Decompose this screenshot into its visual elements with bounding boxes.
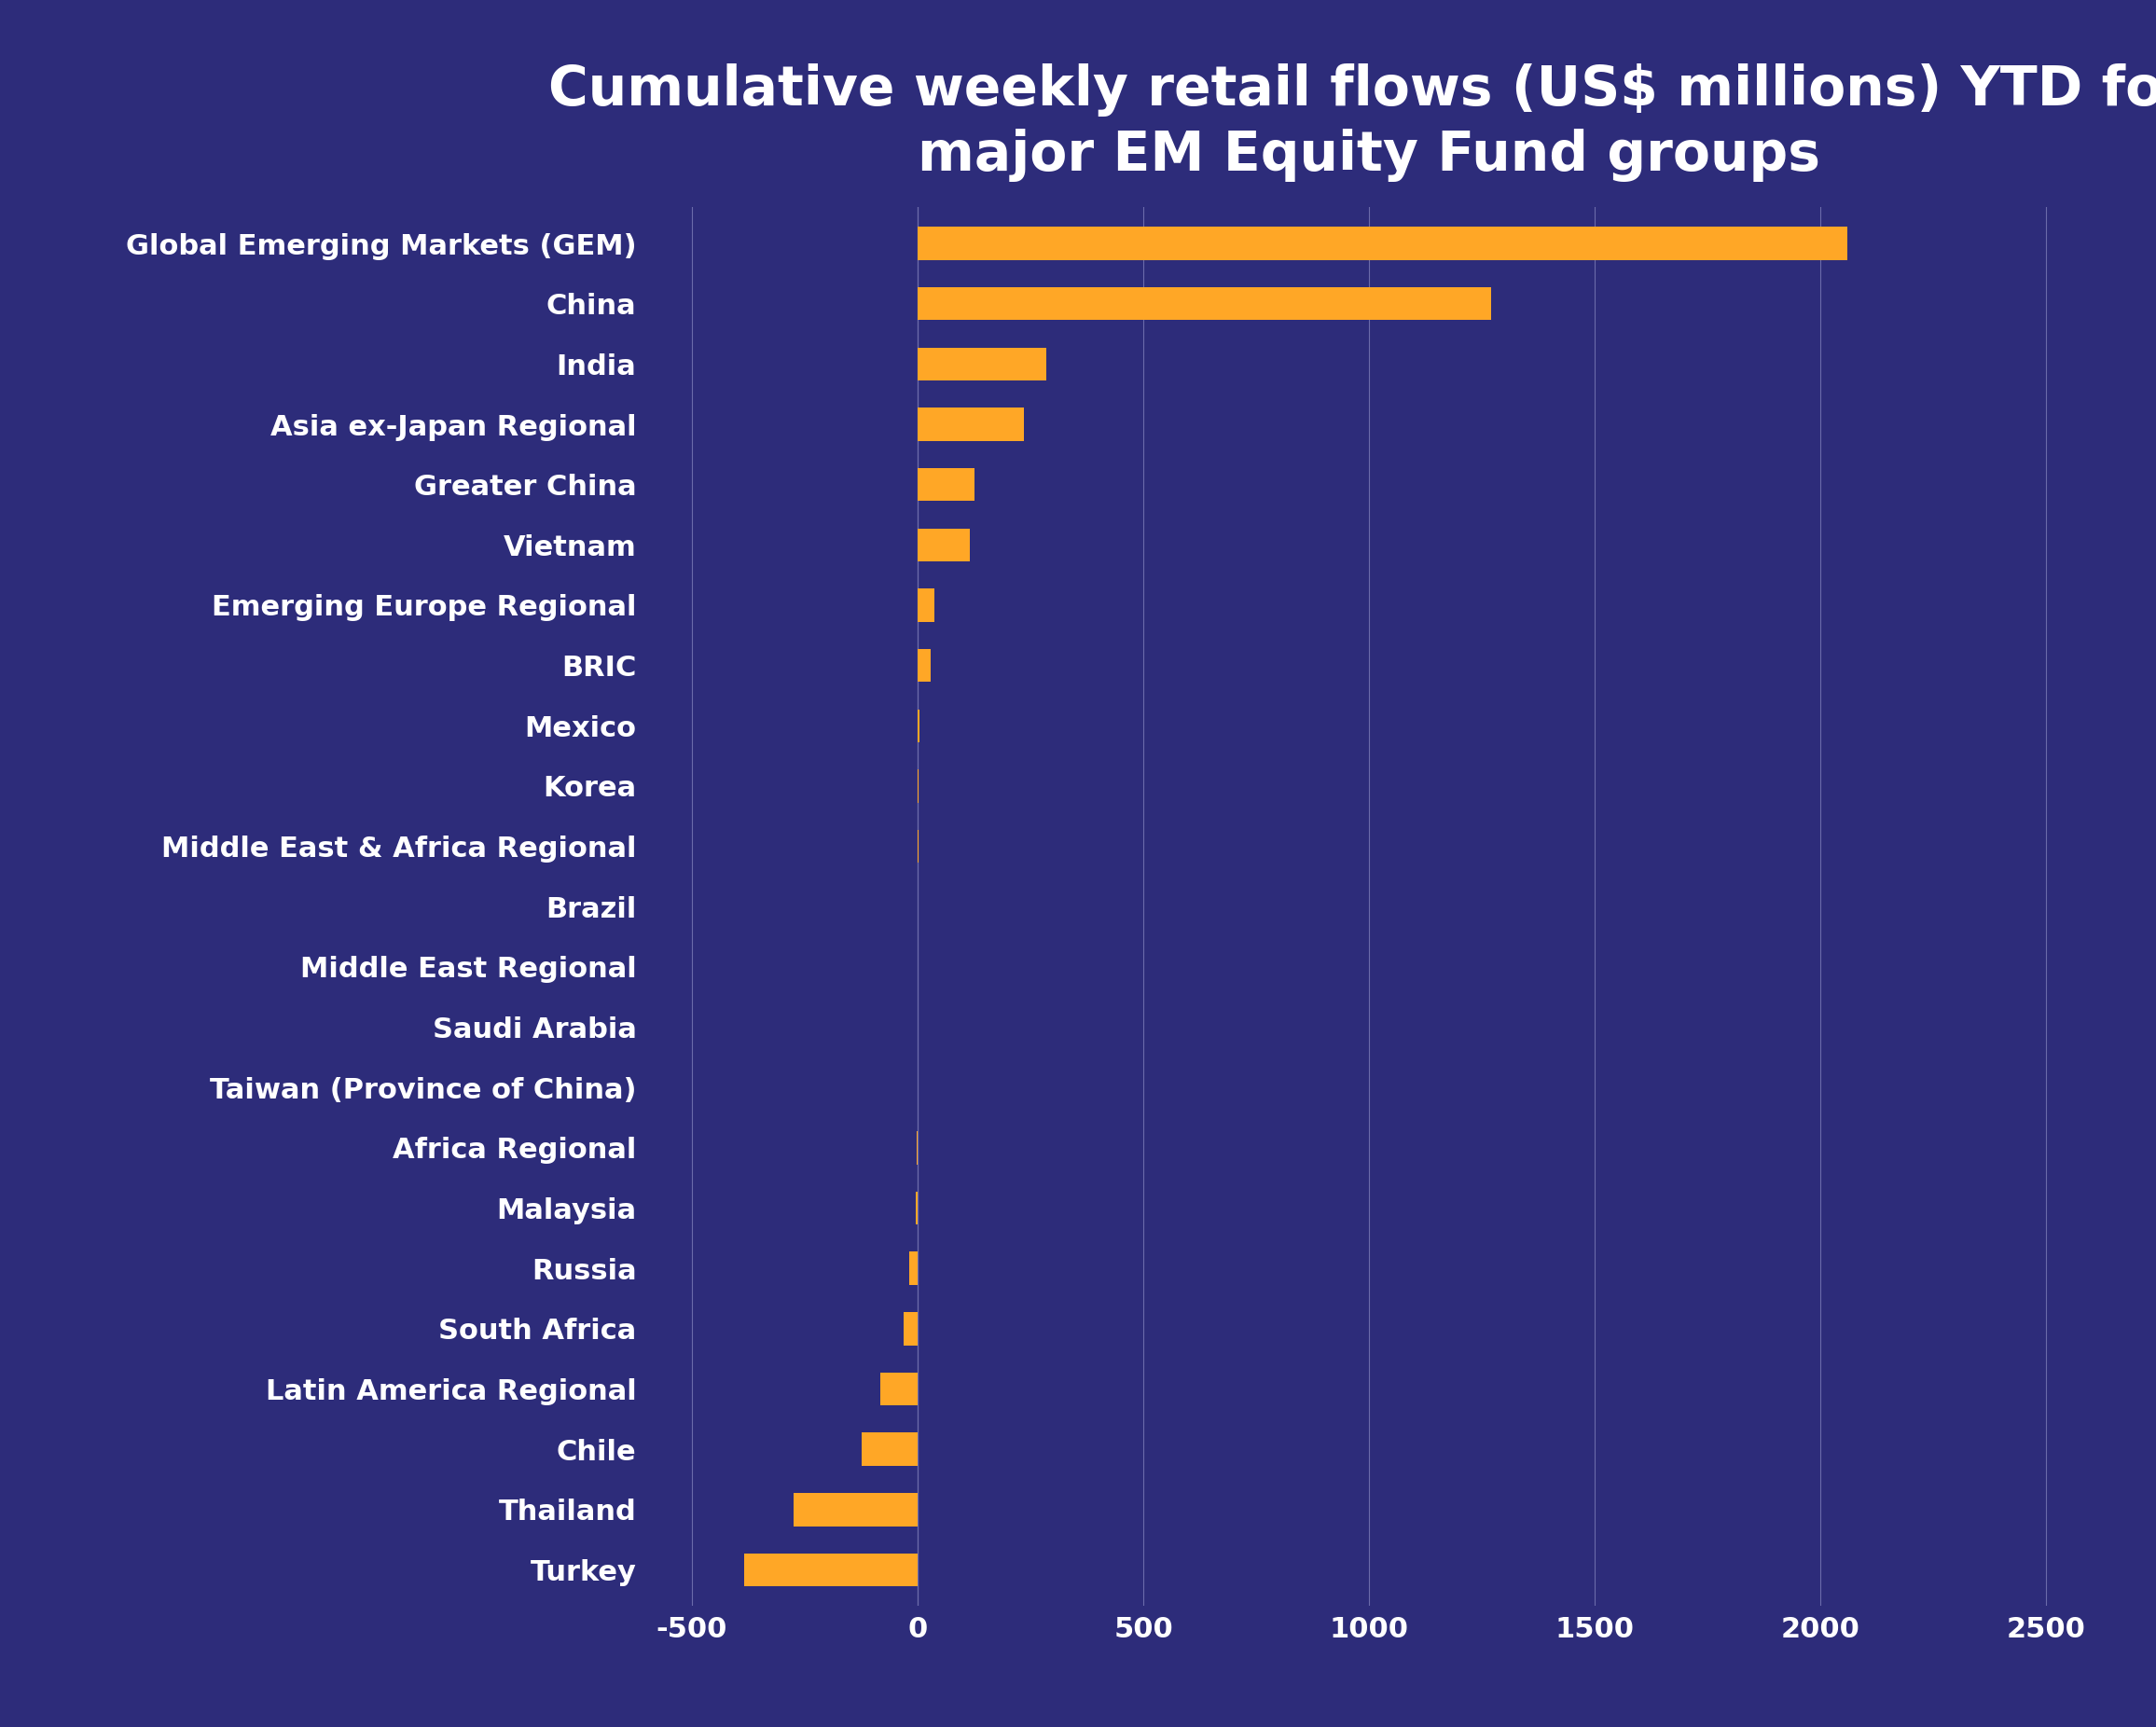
Bar (793, 1494, 918, 1527)
Bar (903, 1313, 918, 1345)
Bar (918, 468, 975, 501)
Bar (880, 1373, 918, 1406)
Bar (918, 649, 929, 682)
Bar (860, 1433, 918, 1466)
Bar (910, 1252, 918, 1285)
Bar (918, 408, 1024, 440)
Bar (918, 347, 1046, 380)
Bar (918, 287, 1492, 319)
Bar (918, 589, 936, 622)
Title: Cumulative weekly retail flows (US$ millions) YTD for
major EM Equity Fund group: Cumulative weekly retail flows (US$ mill… (548, 64, 2156, 181)
Bar (918, 226, 1848, 261)
Bar (918, 528, 970, 561)
Bar (744, 1553, 918, 1587)
